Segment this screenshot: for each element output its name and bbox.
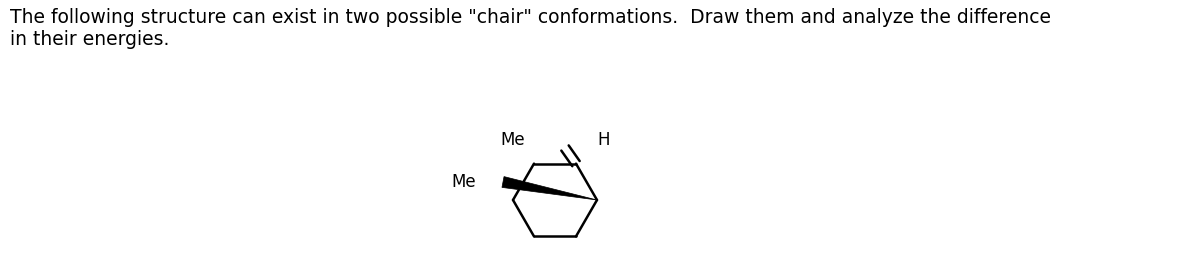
Polygon shape xyxy=(502,177,598,200)
Text: Me: Me xyxy=(500,131,526,149)
Text: Me: Me xyxy=(451,173,476,191)
Text: The following structure can exist in two possible "chair" conformations.  Draw t: The following structure can exist in two… xyxy=(10,8,1051,49)
Text: H: H xyxy=(598,131,610,149)
